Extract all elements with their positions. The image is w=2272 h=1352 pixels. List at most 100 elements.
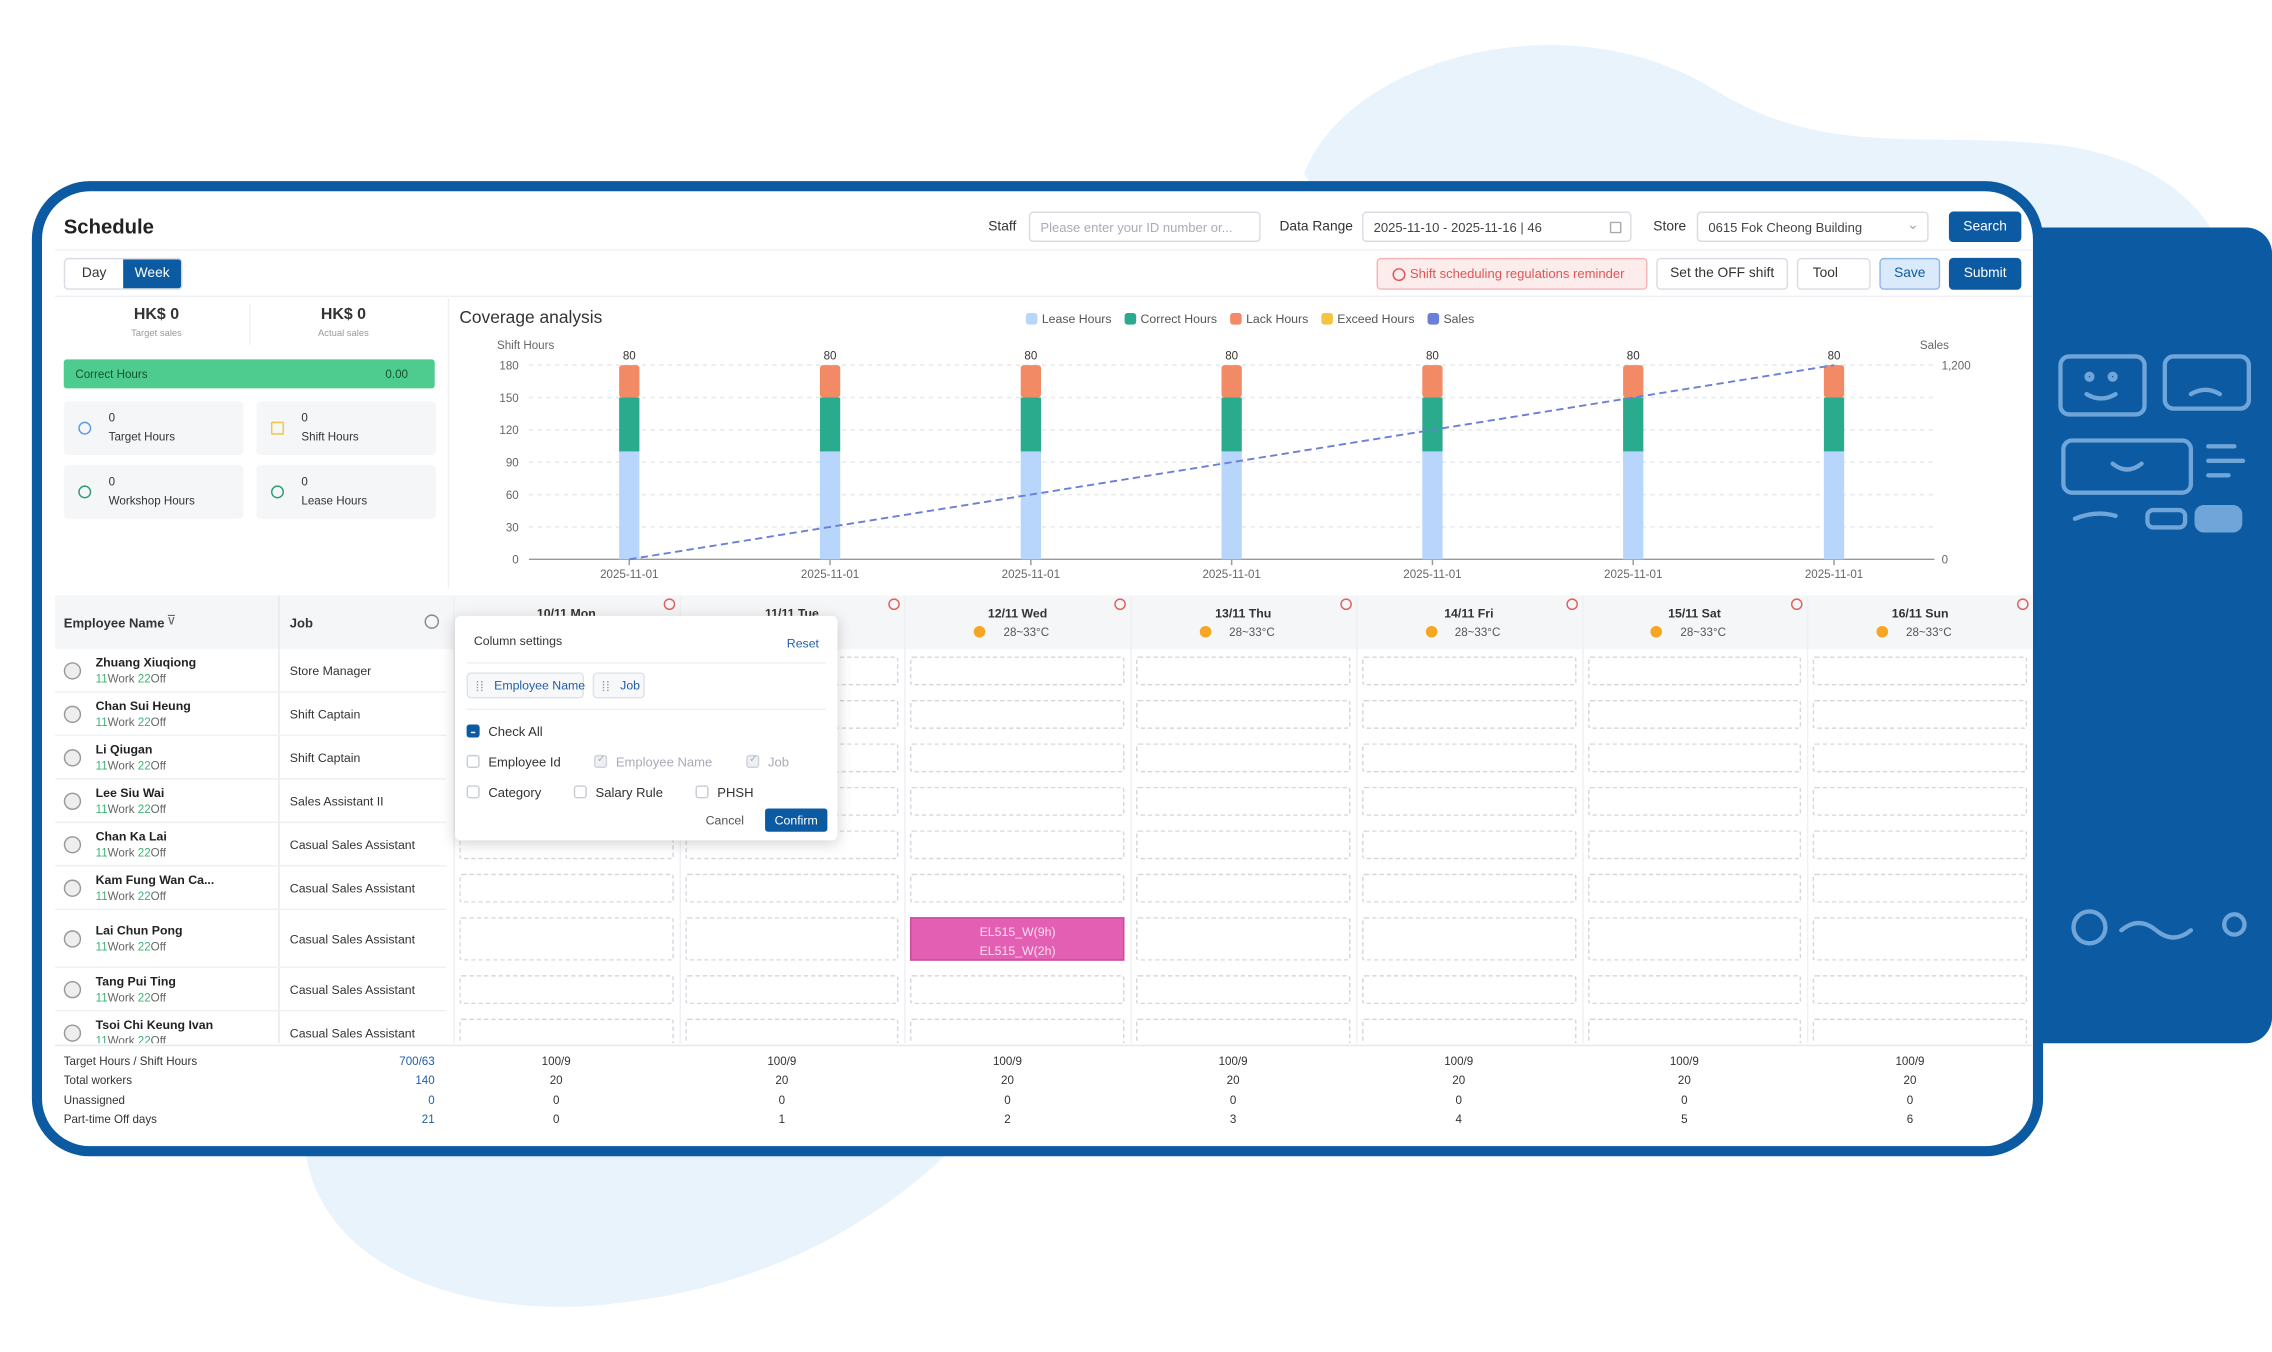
reminder-button[interactable]: Shift scheduling regulations reminder (1376, 257, 1648, 290)
shift-cell[interactable] (1136, 873, 1351, 903)
shift-cell[interactable] (1361, 743, 1576, 773)
checkbox[interactable] (466, 785, 480, 799)
shift-cell[interactable] (1813, 656, 2028, 686)
staff-input[interactable]: Please enter your ID number or... (1028, 211, 1261, 242)
shift-cell[interactable] (1361, 786, 1576, 816)
shift-cell[interactable] (1361, 699, 1576, 729)
shift-cell[interactable] (1361, 656, 1576, 686)
shift-cell[interactable] (1587, 873, 1802, 903)
label: Store (1653, 218, 1687, 235)
divider (55, 1044, 2033, 1047)
shift-cell[interactable] (1587, 656, 1802, 686)
submit-button[interactable]: Submit (1948, 257, 2022, 290)
shift-cell[interactable] (1136, 1018, 1351, 1044)
shift-cell[interactable] (1136, 917, 1351, 961)
shift-cell[interactable] (1813, 873, 2028, 903)
bar (1823, 451, 1845, 560)
tool-button[interactable]: Tool (1796, 257, 1871, 290)
shift-cell[interactable] (910, 873, 1125, 903)
shift-cell[interactable] (459, 917, 674, 961)
shift-cell[interactable] (910, 699, 1125, 729)
column-settings-popover: Column settings Reset Employee Name Job Chec… (454, 615, 838, 841)
shift-cell[interactable] (910, 830, 1125, 860)
footer-total: 700/63 (399, 1054, 435, 1068)
shift-cell[interactable] (459, 975, 674, 1005)
shift-cell[interactable]: EL515_W(9h) EL515_W(2h) (910, 917, 1125, 961)
off-count: 22 (137, 940, 151, 954)
shift-cell[interactable] (684, 1018, 899, 1044)
checkbox[interactable] (695, 785, 709, 799)
shift-cell[interactable] (910, 786, 1125, 816)
off-shift-button[interactable]: Set the OFF shift (1656, 257, 1789, 290)
checkbox[interactable] (573, 785, 587, 799)
shift-cell[interactable] (1361, 830, 1576, 860)
shift-cell[interactable] (1136, 656, 1351, 686)
work-label: Work (107, 802, 135, 816)
shift-cell[interactable] (684, 917, 899, 961)
shift-cell[interactable] (1361, 917, 1576, 961)
day-divider (1356, 595, 1358, 1044)
shift-cell[interactable] (910, 975, 1125, 1005)
divider (466, 708, 826, 711)
checkbox[interactable] (466, 724, 480, 738)
shift-cell[interactable] (1361, 873, 1576, 903)
shift-cell[interactable] (910, 1018, 1125, 1044)
shift-cell[interactable] (1587, 786, 1802, 816)
store-select[interactable]: 0615 Fok Cheong Building ⌄ (1696, 211, 1929, 242)
shift-cell[interactable] (1136, 786, 1351, 816)
shift-cell[interactable] (1587, 975, 1802, 1005)
card-value: 0 (301, 411, 308, 425)
label: Data Range (1279, 218, 1353, 235)
shift-cell[interactable] (1136, 975, 1351, 1005)
day-date: 15/11 Sat (1668, 605, 1721, 621)
bar-label: 80 (1225, 350, 1238, 362)
shift-cell[interactable] (684, 873, 899, 903)
shift-cell[interactable] (1813, 830, 2028, 860)
shift-cell[interactable] (910, 743, 1125, 773)
column-chip[interactable]: Employee Name (466, 672, 585, 699)
column-chip[interactable]: Job (592, 672, 645, 699)
job: Shift Captain (289, 707, 361, 722)
shift-cell[interactable] (684, 975, 899, 1005)
shift-cell[interactable] (1136, 743, 1351, 773)
shift-cell[interactable] (1136, 699, 1351, 729)
save-button[interactable]: Save (1879, 257, 1941, 290)
shift-cell[interactable] (1813, 917, 2028, 961)
shift-cell[interactable] (1813, 786, 2028, 816)
bar (619, 451, 640, 560)
footer-value: 100/9 (1218, 1054, 1248, 1068)
view-tab[interactable]: Day (81, 265, 107, 282)
footer-value: 100/9 (767, 1054, 797, 1068)
shift-cell[interactable] (459, 873, 674, 903)
date-range[interactable]: 2025-11-10 - 2025-11-16 | 46 (1362, 211, 1632, 242)
shift-cell[interactable] (1587, 1018, 1802, 1044)
avatar (63, 792, 82, 810)
shift-cell[interactable] (1587, 699, 1802, 729)
shift-cell[interactable] (1361, 1018, 1576, 1044)
shift-cell[interactable] (1136, 830, 1351, 860)
shift-cell[interactable] (1813, 1018, 2028, 1044)
shift-label: EL515_W(2h) (979, 943, 1056, 958)
coverage-chart: Coverage analysis Shift Hours Sales 0 30 60 90… (459, 307, 1970, 581)
confirm-button[interactable]: Confirm (765, 808, 828, 832)
avatar (63, 836, 82, 854)
cancel-button[interactable]: Cancel (705, 812, 745, 828)
shift-cell[interactable] (1813, 975, 2028, 1005)
checkbox[interactable] (466, 754, 480, 768)
shift-cell[interactable] (459, 1018, 674, 1044)
shift-cell[interactable] (1587, 830, 1802, 860)
shift-cell[interactable] (1587, 917, 1802, 961)
shift-cell[interactable] (1813, 743, 2028, 773)
view-tab[interactable]: Week (123, 259, 182, 289)
shift-cell[interactable] (1361, 975, 1576, 1005)
table-header-bg (55, 595, 2033, 650)
work-summary: 11Work 22Off (96, 991, 166, 1004)
search-button[interactable]: Search (1948, 211, 2022, 242)
shift-cell[interactable] (910, 656, 1125, 686)
sales-line (629, 364, 1835, 561)
shift-cell[interactable] (1813, 699, 2028, 729)
reset-link[interactable]: Reset (786, 636, 820, 651)
settings-icon[interactable] (424, 614, 440, 629)
shift-cell[interactable] (1587, 743, 1802, 773)
